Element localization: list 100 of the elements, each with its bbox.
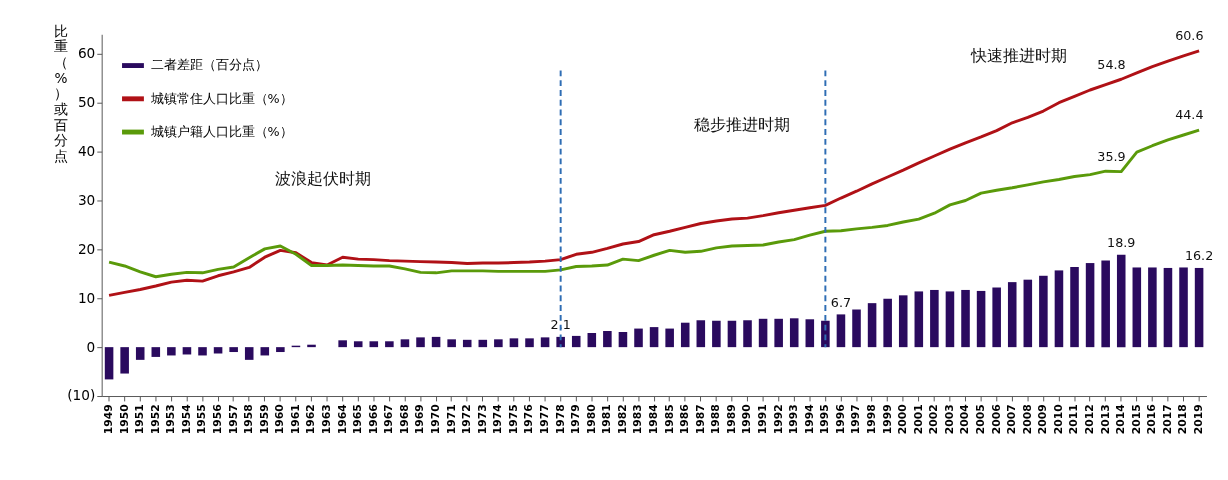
x-tick-label: 1974: [491, 404, 505, 435]
x-tick-label: 1965: [351, 404, 365, 435]
bar: [1179, 267, 1188, 348]
x-tick-label: 1970: [429, 404, 443, 435]
x-tick-label: 2015: [1129, 404, 1143, 435]
x-tick-label: 2009: [1036, 404, 1050, 435]
x-tick-label: 1973: [475, 404, 489, 435]
data-label: 44.4: [1175, 107, 1204, 123]
bar: [1070, 266, 1079, 348]
data-label: 18.9: [1107, 234, 1136, 250]
bar: [649, 327, 659, 348]
x-tick-label: 1977: [538, 404, 552, 435]
x-tick-label: 1986: [678, 404, 692, 435]
bar: [353, 341, 363, 348]
x-tick-label: 1993: [787, 404, 801, 435]
bar: [1163, 267, 1173, 348]
bar: [1116, 254, 1126, 348]
x-tick-label: 2016: [1145, 404, 1159, 435]
bar: [789, 318, 799, 348]
bar: [369, 341, 379, 348]
x-tick-label: 1991: [756, 404, 770, 435]
x-tick-label: 2018: [1176, 404, 1190, 435]
x-tick-label: 2000: [896, 404, 910, 435]
y-tick-label: 50: [77, 94, 96, 111]
x-tick-label: 2006: [989, 404, 1003, 435]
x-tick-label: 1994: [802, 404, 816, 435]
y-tick-label: 30: [77, 191, 96, 208]
x-tick-label: 1972: [460, 404, 474, 435]
x-tick-label: 1967: [382, 404, 396, 435]
data-label: 54.8: [1097, 56, 1126, 72]
x-tick-label: 2013: [1098, 404, 1112, 435]
x-tick-label: 1971: [444, 404, 458, 435]
bar: [276, 347, 285, 353]
x-tick-label: 1955: [195, 404, 209, 435]
y-tick-label: 0: [86, 338, 96, 355]
x-tick-label: 2003: [942, 404, 956, 435]
x-tick-label: 1960: [273, 404, 287, 435]
bar: [540, 337, 550, 348]
x-tick-label: 1961: [288, 404, 302, 435]
bar: [618, 331, 628, 348]
x-tick-label: 1969: [413, 404, 427, 435]
bar: [1194, 267, 1204, 348]
x-tick-label: 1982: [615, 404, 629, 435]
bar: [774, 318, 783, 348]
data-label: 6.7: [830, 294, 852, 310]
bar: [260, 347, 270, 356]
x-tick-label: 1962: [304, 404, 318, 435]
x-tick-label: 1984: [647, 404, 661, 435]
bar: [898, 295, 908, 348]
bar: [167, 347, 176, 356]
legend-label: 城镇户籍人口比重（%）: [149, 123, 293, 139]
x-tick-label: 2001: [911, 404, 925, 435]
x-tick-label: 2014: [1114, 404, 1128, 435]
bar: [1023, 279, 1033, 348]
x-tick-label: 1963: [320, 404, 334, 435]
y-tick-label: 60: [77, 45, 96, 62]
bar: [338, 340, 347, 348]
x-tick-label: 2010: [1051, 404, 1065, 435]
bar: [836, 314, 846, 348]
x-tick-label: 1964: [335, 404, 349, 435]
x-tick-label: 1950: [117, 404, 131, 435]
x-tick-label: 1952: [148, 404, 162, 435]
y-tick-label: 40: [77, 143, 96, 159]
x-tick-label: 1958: [242, 404, 256, 435]
x-tick-label: 1957: [226, 404, 240, 435]
bar: [758, 318, 768, 348]
legend-label: 二者差距（百分点）: [150, 57, 268, 73]
x-tick-label: 1956: [211, 404, 225, 435]
x-tick-label: 1989: [724, 404, 738, 435]
bar: [945, 291, 955, 348]
data-label: 60.6: [1175, 28, 1204, 44]
text: 比重（%）或百分点: [54, 22, 69, 164]
x-tick-label: 1979: [569, 404, 583, 435]
bar: [431, 336, 441, 348]
bar: [992, 287, 1001, 348]
bar: [1007, 282, 1017, 348]
bar: [587, 332, 597, 348]
bar: [1101, 260, 1110, 348]
bar: [400, 339, 410, 348]
y-tick-label: 20: [77, 240, 96, 257]
bar: [976, 290, 986, 348]
x-tick-label: 1980: [584, 404, 598, 435]
bar: [1054, 270, 1064, 348]
bar: [696, 320, 706, 348]
x-tick-label: 1951: [133, 404, 147, 435]
y-tick-label: (10): [67, 387, 96, 404]
bar: [525, 338, 534, 348]
bar: [385, 341, 394, 348]
x-tick-label: 1999: [880, 404, 894, 435]
x-tick-label: 1995: [818, 404, 832, 435]
bar: [213, 347, 223, 354]
bar: [244, 347, 254, 360]
bar: [135, 347, 145, 360]
bar: [680, 322, 690, 348]
bar: [462, 339, 472, 348]
x-tick-label: 1976: [522, 404, 536, 435]
x-tick-label: 2012: [1083, 404, 1097, 435]
x-tick-label: 1975: [506, 404, 520, 435]
bar: [229, 347, 238, 353]
bar: [494, 339, 503, 348]
